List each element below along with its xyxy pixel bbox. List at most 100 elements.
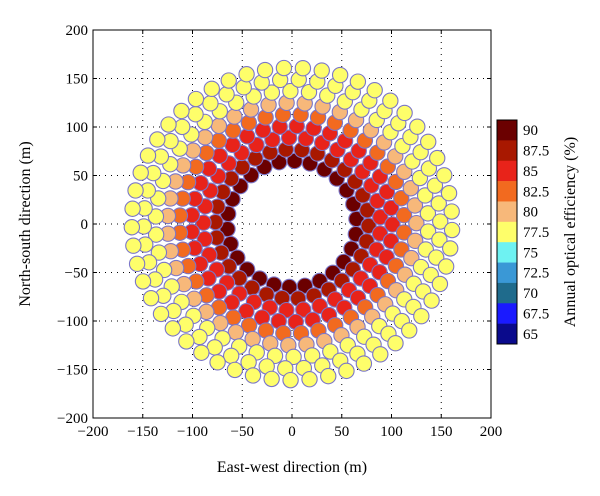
x-tick-label: −50 xyxy=(231,424,254,440)
heliostat-point xyxy=(366,82,383,99)
y-tick-label: 0 xyxy=(81,217,89,233)
heliostat-point xyxy=(226,361,244,379)
heliostat-point xyxy=(139,147,157,164)
heliostat-point xyxy=(239,128,256,145)
heliostat-point xyxy=(125,237,142,254)
heliostat-point xyxy=(382,92,399,109)
heliostat-point xyxy=(426,177,444,194)
heliostat-point xyxy=(430,195,447,212)
heliostat-point xyxy=(313,62,330,79)
heliostat-point xyxy=(349,73,367,90)
heliostat-point xyxy=(147,208,165,225)
colorbar-segment xyxy=(497,160,517,182)
x-tick-label: 100 xyxy=(380,424,403,440)
heliostat-point xyxy=(429,149,446,167)
heliostat-point xyxy=(211,147,228,165)
x-tick-label: 0 xyxy=(288,424,296,440)
colorbar-label: Annual optical efficiency (%) xyxy=(562,137,579,327)
heliostat-point xyxy=(128,255,146,273)
heliostat-point xyxy=(431,275,449,293)
heliostat-point xyxy=(360,217,377,235)
heliostat-points xyxy=(123,59,461,389)
colorbar-segment xyxy=(497,323,517,345)
colorbar-segment xyxy=(497,303,517,324)
x-tick-label: 150 xyxy=(430,424,453,440)
heliostat-point xyxy=(226,108,243,125)
heliostat-point xyxy=(160,116,177,133)
heliostat-point xyxy=(220,72,237,89)
x-tick-label: 200 xyxy=(480,424,503,440)
heliostat-point xyxy=(282,82,299,100)
y-tick-label: −200 xyxy=(57,411,88,427)
heliostat-point xyxy=(408,214,425,232)
y-tick-label: −50 xyxy=(65,266,88,282)
heliostat-point xyxy=(280,129,298,146)
heliostat-point xyxy=(164,320,182,337)
heliostat-point xyxy=(224,136,241,154)
heliostat-point xyxy=(303,347,321,364)
heliostat-point xyxy=(150,244,168,261)
heliostat-point xyxy=(285,348,302,366)
heliostat-point xyxy=(178,333,195,350)
heliostat-point xyxy=(419,205,437,222)
heliostat-point xyxy=(396,104,413,122)
heliostat-point xyxy=(420,133,437,151)
colorbar-segment xyxy=(497,181,517,202)
heliostat-point xyxy=(134,273,152,290)
heliostat-point xyxy=(294,59,312,77)
heliostat-point xyxy=(402,180,420,197)
colorbar-tick-label: 70 xyxy=(523,286,538,302)
heliostat-point xyxy=(127,182,144,199)
heliostat-point xyxy=(187,106,204,123)
heliostat-point xyxy=(423,292,440,309)
heliostat-point xyxy=(406,232,424,250)
colorbar-segment xyxy=(497,262,517,284)
y-tick-label: 50 xyxy=(73,169,88,185)
y-tick-label: 100 xyxy=(66,120,89,136)
heliostat-point xyxy=(372,208,389,226)
colorbar-tick-label: 80 xyxy=(523,205,538,221)
heliostat-point xyxy=(355,355,373,372)
heliostat-point xyxy=(275,59,293,77)
colorbar-tick-label: 87.5 xyxy=(523,144,549,160)
y-tick-label: 200 xyxy=(66,23,89,39)
colorbar-tick-label: 67.5 xyxy=(523,306,549,322)
heliostat-point xyxy=(263,370,280,388)
heliostat-point xyxy=(301,371,318,388)
colorbar-tick-label: 77.5 xyxy=(523,225,549,241)
colorbar-segment xyxy=(497,221,517,243)
heliostat-point xyxy=(443,221,461,239)
colorbar-tick-label: 65 xyxy=(523,327,538,343)
heliostat-point xyxy=(187,90,205,108)
heliostat-point xyxy=(202,95,219,112)
heliostat-point xyxy=(338,362,355,380)
x-tick-label: −150 xyxy=(127,424,158,440)
colorbar-tick-label: 72.5 xyxy=(523,266,549,282)
heliostat-point xyxy=(142,289,160,307)
y-tick-label: −100 xyxy=(57,314,88,330)
heliostat-point xyxy=(395,207,413,224)
x-tick-label: −200 xyxy=(78,424,109,440)
heliostat-point xyxy=(256,61,274,79)
heliostat-point xyxy=(152,305,170,323)
heliostat-point xyxy=(222,347,240,365)
heliostat-point xyxy=(147,226,165,243)
heliostat-point xyxy=(193,344,210,361)
heliostat-point xyxy=(210,132,228,149)
colorbar-segment xyxy=(497,242,517,263)
colorbar-tick-label: 90 xyxy=(523,123,538,139)
heliostat-point xyxy=(432,213,449,230)
heliostat-point xyxy=(123,219,141,236)
heliostat-point xyxy=(443,203,460,220)
heliostat-point xyxy=(173,102,190,120)
heliostat-point xyxy=(210,117,228,135)
colorbar-segment xyxy=(497,120,517,141)
heliostat-point xyxy=(413,307,430,325)
heliostat-point xyxy=(416,187,434,204)
colorbar: 90 87.5 85 82.5 80 77.5 75 72.5 70 67.5 65 xyxy=(496,119,549,345)
heliostat-point xyxy=(218,86,235,103)
heliostat-point xyxy=(406,197,424,214)
heliostat-point xyxy=(132,164,149,181)
colorbar-segment xyxy=(497,140,517,162)
